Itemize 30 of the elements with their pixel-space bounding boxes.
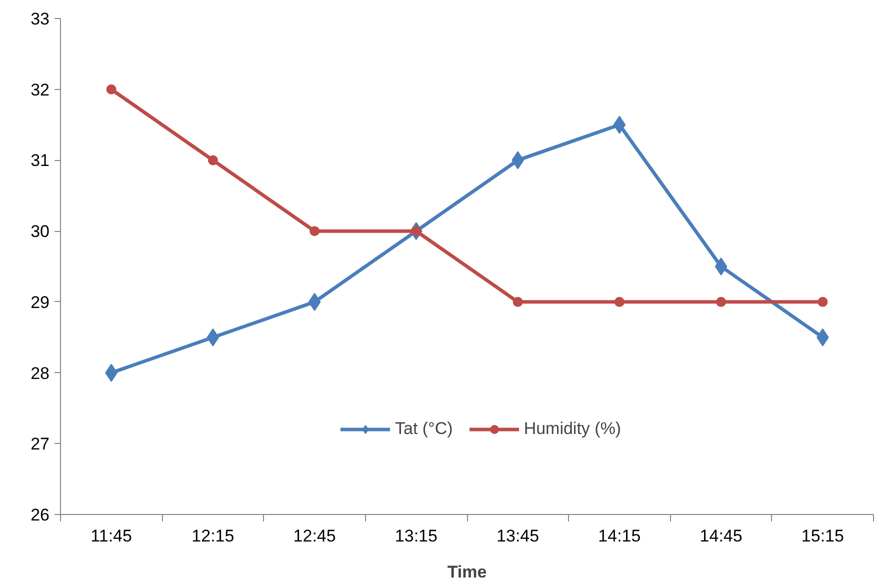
x-tick-label: 13:45 [496, 526, 540, 546]
point [714, 258, 728, 276]
point [208, 155, 218, 166]
point [310, 226, 320, 236]
y-tick-label: 30 [30, 222, 50, 242]
y-tick-label: 33 [30, 10, 50, 28]
x-tick-label: 12:45 [293, 526, 336, 546]
point [614, 296, 624, 307]
x-tick-label: 14:45 [700, 526, 742, 546]
y-tick-label: 26 [30, 506, 50, 524]
x-tick-label: 15:15 [801, 526, 844, 546]
point [716, 296, 726, 307]
x-tick-label: 11:45 [90, 526, 132, 546]
point [613, 116, 626, 134]
y-tick-label: 32 [30, 80, 50, 100]
point [206, 328, 220, 346]
x-tick-label: 14:15 [598, 526, 641, 546]
x-tick-label: 12:15 [192, 526, 234, 546]
point [308, 292, 321, 311]
legend-label: Tat (°C) [395, 419, 453, 439]
legend-label: Humidity (%) [524, 419, 622, 439]
x-tick-label: 13:15 [394, 526, 438, 546]
point [512, 296, 523, 307]
y-tick-label: 27 [30, 434, 50, 454]
point [818, 296, 828, 307]
y-tick-label: 31 [30, 151, 50, 170]
y-tick-label: 28 [30, 364, 50, 383]
point [106, 84, 116, 94]
y-tick-label: 29 [30, 292, 50, 312]
x-axis-title: Time [447, 562, 487, 582]
